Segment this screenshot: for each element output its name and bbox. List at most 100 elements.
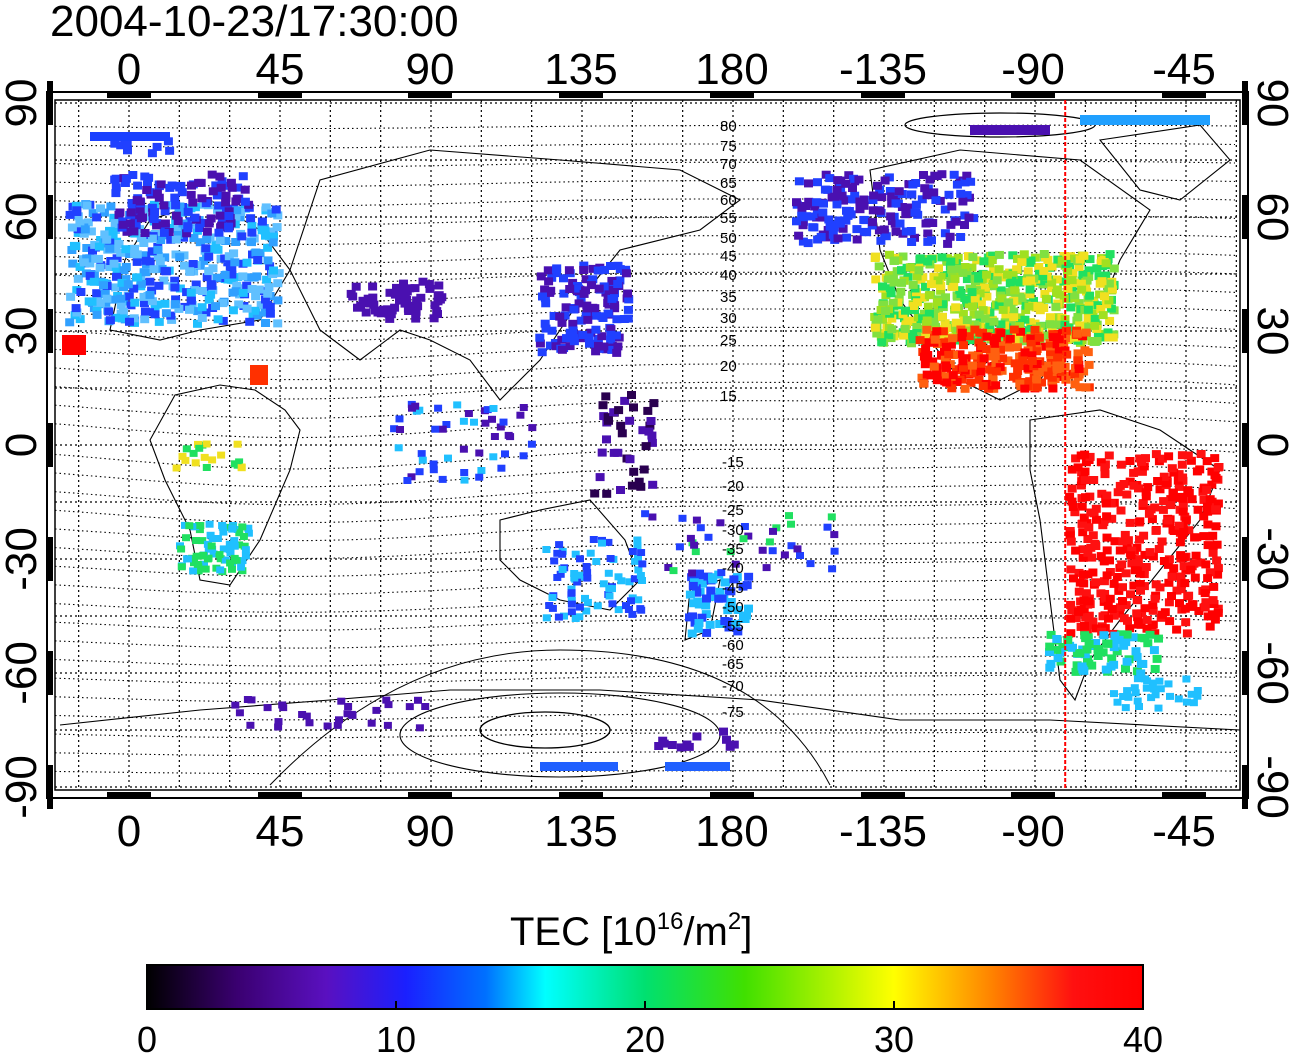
tec-point [579, 266, 589, 274]
tec-point [904, 203, 914, 212]
tec-point [940, 338, 950, 347]
tec-point [215, 236, 225, 245]
tec-point [1132, 652, 1142, 661]
tec-point [1138, 499, 1148, 508]
tec-point [1142, 684, 1151, 692]
tec-point [1066, 303, 1076, 312]
tec-point [106, 202, 116, 211]
tec-point [598, 539, 606, 547]
tec-point [852, 235, 862, 244]
tec-point [843, 210, 853, 218]
tec-point [554, 613, 563, 621]
tec-point [433, 291, 443, 300]
tec-point [1202, 502, 1212, 511]
tec-point [646, 417, 656, 425]
tec-point [429, 460, 438, 468]
tec-point [676, 743, 686, 752]
tec-point [917, 324, 927, 333]
tec-point [625, 416, 635, 425]
tec-point [1059, 252, 1069, 260]
right-lat-label: 0 [1248, 433, 1292, 457]
tec-point [237, 563, 246, 571]
tec-point [143, 180, 152, 189]
tec-point [182, 534, 190, 542]
tec-point [692, 588, 702, 597]
tec-point [1082, 323, 1092, 332]
tec-point [1068, 503, 1078, 511]
tec-point [1155, 583, 1165, 592]
tec-point [1181, 516, 1191, 525]
tec-point [804, 197, 814, 206]
tec-point [559, 289, 569, 298]
tec-point [237, 464, 246, 472]
tec-point [922, 370, 932, 379]
tec-point [1174, 695, 1183, 703]
tec-point [147, 247, 157, 256]
tec-point [1200, 602, 1210, 611]
tec-point [244, 524, 253, 532]
tec-point [1043, 255, 1053, 264]
tec-point [1195, 465, 1205, 474]
tec-point [237, 232, 247, 241]
tec-point [1063, 266, 1073, 275]
tec-point [1141, 488, 1151, 497]
bottom-lon-label: -90 [1001, 807, 1065, 856]
tec-point [240, 185, 250, 194]
tec-point [920, 184, 930, 193]
tec-point [130, 318, 139, 327]
tec-point [135, 205, 145, 214]
tec-point [909, 335, 918, 344]
bottom-tick-bar [107, 792, 151, 798]
tec-point [968, 351, 978, 360]
tec-point [138, 251, 148, 260]
tec-point [994, 250, 1004, 259]
tec-point [1068, 643, 1077, 652]
tec-point [792, 217, 801, 226]
magnetic-contour [55, 655, 1236, 667]
tec-point [130, 298, 140, 307]
tec-point [978, 382, 988, 390]
tec-point [908, 330, 918, 339]
tec-point [987, 256, 997, 264]
tec-point [1184, 526, 1194, 535]
tec-point [183, 555, 192, 563]
tec-point [186, 190, 196, 199]
magnetic-contour [55, 342, 1236, 361]
tec-point [1135, 580, 1145, 588]
tec-point [1178, 473, 1188, 482]
tec-point [938, 300, 948, 309]
tec-point [946, 257, 956, 266]
tec-point [1107, 285, 1117, 294]
tec-point [969, 368, 979, 377]
contour-label: 45 [720, 248, 737, 265]
top-tick-bar [1162, 92, 1206, 98]
tec-point [991, 381, 1001, 390]
tec-point [254, 285, 264, 294]
tec-point [667, 741, 677, 749]
tec-point [100, 290, 110, 298]
contour-label: -60 [722, 637, 744, 654]
tec-point [1186, 565, 1196, 574]
tec-point [241, 552, 250, 560]
tec-point [1127, 546, 1137, 555]
tec-point [648, 513, 657, 521]
tec-point [232, 194, 242, 203]
tec-point [1131, 689, 1140, 697]
tec-point [1005, 343, 1014, 352]
tec-point [694, 600, 704, 609]
tec-point [1080, 650, 1090, 659]
top-tick-bar [258, 92, 302, 98]
tec-point [884, 331, 894, 339]
tec-point [99, 281, 108, 290]
colorbar-title-sup1: 16 [657, 908, 684, 935]
tec-point [170, 193, 180, 202]
tec-point [220, 271, 230, 279]
tec-point [1075, 649, 1085, 658]
tec-point [231, 212, 241, 221]
tec-point [459, 445, 468, 453]
tec-point [102, 294, 112, 303]
tec-point [230, 554, 239, 562]
tec-point [186, 288, 196, 297]
tec-point [874, 262, 884, 271]
tec-point [1075, 321, 1085, 330]
